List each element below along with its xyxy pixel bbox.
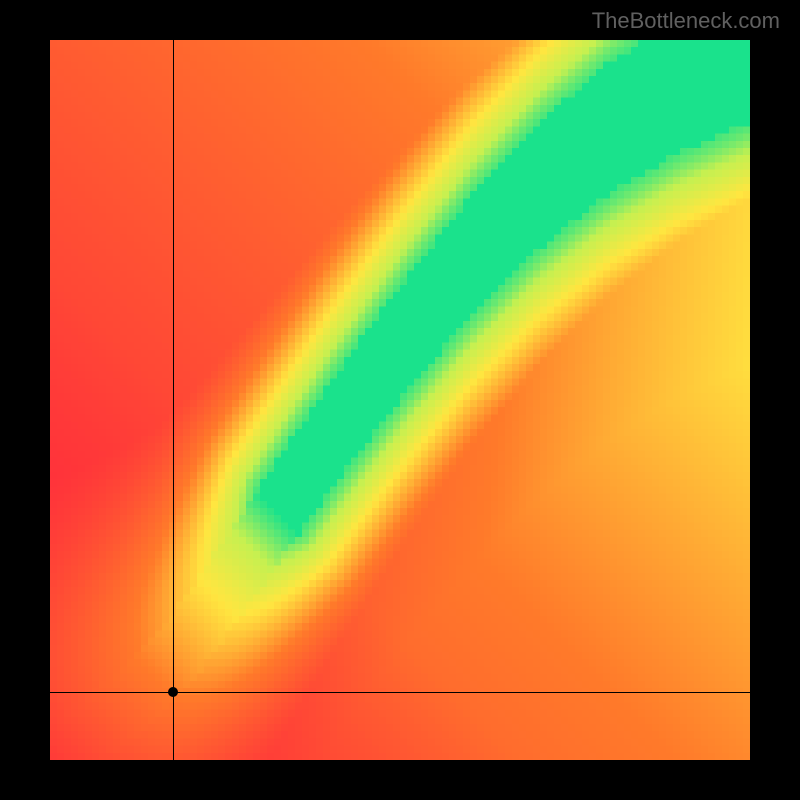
bottleneck-heatmap	[50, 40, 750, 760]
chart-container: { "watermark": "TheBottleneck.com", "can…	[0, 0, 800, 800]
crosshair-horizontal	[50, 692, 750, 693]
watermark-text: TheBottleneck.com	[592, 8, 780, 34]
crosshair-vertical	[173, 40, 174, 760]
crosshair-marker[interactable]	[168, 687, 178, 697]
